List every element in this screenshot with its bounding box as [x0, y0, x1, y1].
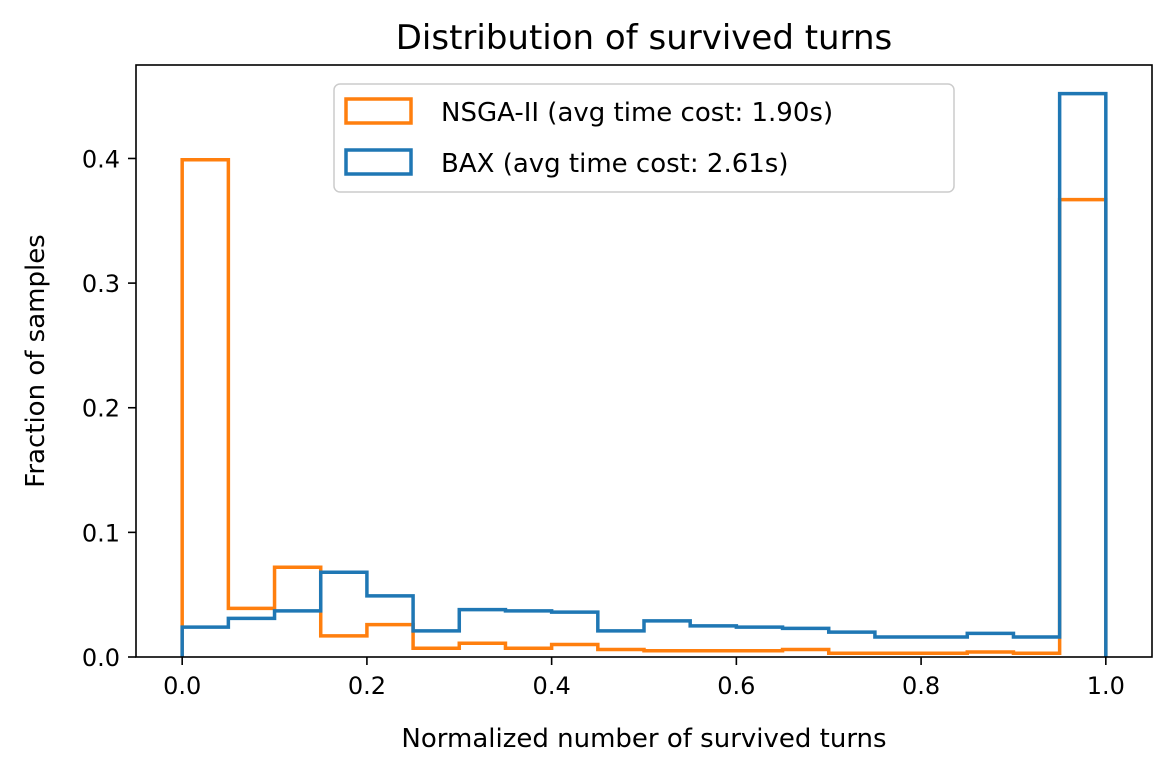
- histogram-bin: [783, 628, 829, 657]
- x-tick-label: 0.6: [717, 672, 755, 700]
- y-tick-label: 0.3: [82, 270, 120, 298]
- histogram-bin: [459, 610, 505, 657]
- x-tick-label: 0.0: [163, 672, 201, 700]
- y-tick-label: 0.2: [82, 395, 120, 423]
- histogram-bin: [182, 160, 228, 657]
- histogram-bin: [321, 572, 367, 657]
- histogram-bin: [552, 612, 598, 657]
- histogram-bin: [1013, 637, 1059, 657]
- x-tick-label: 0.8: [902, 672, 940, 700]
- legend-swatch-nsga-ii: [344, 97, 413, 125]
- histogram-bin: [598, 631, 644, 657]
- histogram-bin: [736, 627, 782, 657]
- histogram-bin: [1060, 94, 1106, 657]
- y-tick-label: 0.1: [82, 519, 120, 547]
- histogram-bin: [644, 621, 690, 657]
- y-tick-label: 0.4: [82, 145, 120, 173]
- x-axis-label: Normalized number of survived turns: [401, 724, 886, 754]
- x-tick-label: 0.4: [533, 672, 571, 700]
- y-axis-label: Fraction of samples: [21, 234, 51, 487]
- histogram-bin: [967, 633, 1013, 657]
- series-bax: [180, 91, 1108, 657]
- ticks-layer: 0.0 0.2 0.4 0.6 0.8 1.0 0.0 0.1 0.2 0.3 0.4: [82, 145, 1125, 700]
- histogram-bin: [367, 596, 413, 657]
- histogram-bin: [875, 637, 921, 657]
- x-tick-label: 1.0: [1087, 672, 1125, 700]
- histogram-bin: [182, 627, 228, 657]
- histogram-bin: [921, 637, 967, 657]
- series-layer: [180, 91, 1108, 657]
- histogram-bin: [690, 626, 736, 657]
- histogram-bin: [505, 611, 551, 657]
- legend: NSGA-II (avg time cost: 1.90s) BAX (avg …: [333, 83, 955, 193]
- legend-swatch-bax: [344, 148, 413, 176]
- histogram-bin: [413, 631, 459, 657]
- x-tick-label: 0.2: [348, 672, 386, 700]
- series-step-line: [180, 91, 1108, 657]
- legend-label-bax: BAX (avg time cost: 2.61s): [441, 149, 788, 179]
- y-tick-label: 0.0: [82, 644, 120, 672]
- legend-label-nsga-ii: NSGA-II (avg time cost: 1.90s): [441, 98, 833, 128]
- histogram-bin: [275, 611, 321, 657]
- histogram-bin: [829, 632, 875, 657]
- plot-frame: [135, 64, 1153, 658]
- chart-title: Distribution of survived turns: [396, 18, 893, 58]
- histogram-bin: [228, 618, 274, 657]
- legend-box: [333, 83, 955, 193]
